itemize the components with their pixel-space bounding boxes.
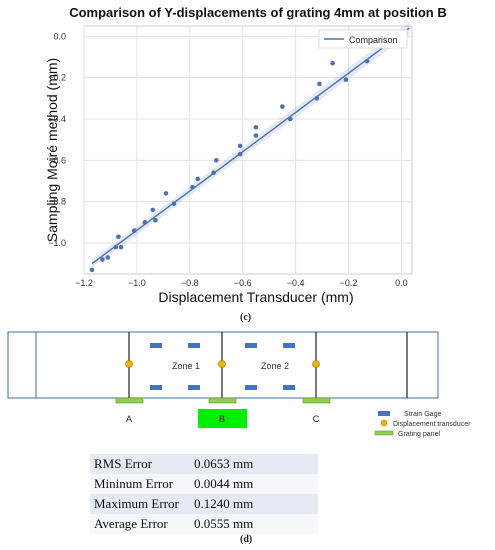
data-point bbox=[253, 124, 259, 130]
zone-2-label: Zone 2 bbox=[261, 361, 289, 371]
displacement-transducer-icon bbox=[312, 360, 320, 368]
strain-gage-icon bbox=[245, 343, 257, 348]
error-value: 0.0555 mm bbox=[190, 514, 318, 534]
table-row: Average Error 0.0555 mm bbox=[90, 514, 318, 534]
y-tick-labels: −1.0 −0.8 −0.6 −0.4 −0.2 0.0 bbox=[48, 31, 66, 248]
error-table: RMS Error 0.0653 mm Mininum Error 0.0044… bbox=[90, 454, 318, 534]
error-label: RMS Error bbox=[90, 454, 190, 474]
data-point bbox=[237, 151, 243, 157]
data-point bbox=[113, 244, 119, 250]
data-point bbox=[317, 81, 322, 87]
strain-gage-icon bbox=[283, 343, 295, 348]
data-point bbox=[213, 158, 219, 163]
data-point bbox=[190, 184, 195, 190]
legend-strain-gage: Strain Gage bbox=[404, 411, 441, 418]
table-row: RMS Error 0.0653 mm bbox=[90, 454, 318, 474]
confidence-band-area bbox=[91, 22, 410, 268]
data-point bbox=[142, 220, 148, 225]
diagram-legend: Strain Gage Displacement transducer Grat… bbox=[374, 411, 471, 438]
position-label-a: A bbox=[126, 414, 132, 424]
data-point bbox=[343, 77, 349, 83]
x-tick-label: −0.2 bbox=[340, 278, 358, 288]
data-point bbox=[280, 104, 285, 109]
grating-panel-icon bbox=[374, 430, 394, 436]
error-value: 0.1240 mm bbox=[190, 494, 318, 514]
data-point bbox=[100, 257, 105, 262]
strain-gage-icon bbox=[245, 385, 257, 390]
y-tick-label: −0.8 bbox=[48, 197, 66, 207]
data-point bbox=[237, 143, 243, 149]
data-point bbox=[116, 234, 121, 240]
strain-gage-icon bbox=[150, 385, 162, 390]
x-tick-labels: −1.2 −1.0 −0.8 −0.6 −0.4 −0.2 0.0 bbox=[75, 278, 408, 288]
data-point bbox=[253, 133, 259, 138]
data-point bbox=[163, 191, 169, 196]
error-label: Maximum Error bbox=[90, 494, 190, 514]
grating-panel-a-icon bbox=[115, 397, 144, 404]
data-point bbox=[211, 170, 216, 176]
y-tick-label: −0.2 bbox=[48, 73, 66, 83]
grating-panel-b-icon bbox=[208, 397, 237, 404]
legend: Comparison bbox=[318, 29, 408, 49]
x-tick-label: 0.0 bbox=[395, 278, 408, 288]
data-point bbox=[171, 201, 177, 207]
legend-grating-panel: Grating panel bbox=[398, 431, 440, 438]
caption-d: (d) bbox=[240, 534, 253, 545]
x-tick-label: −0.8 bbox=[181, 278, 199, 288]
zone-1-label: Zone 1 bbox=[172, 361, 200, 371]
x-tick-label: −0.4 bbox=[287, 278, 305, 288]
grating-panel-c-icon bbox=[302, 397, 331, 404]
data-point bbox=[118, 244, 124, 250]
position-label-b: B bbox=[219, 414, 225, 424]
data-point bbox=[89, 267, 95, 273]
legend-displacement-transducer: Displacement transducer bbox=[393, 421, 471, 428]
displacement-transducer-icon bbox=[380, 419, 388, 427]
data-points bbox=[89, 34, 404, 273]
data-point bbox=[314, 96, 320, 101]
displacement-transducer-icon bbox=[218, 360, 226, 368]
x-tick-label: −1.2 bbox=[75, 278, 93, 288]
data-point bbox=[330, 60, 335, 66]
error-value: 0.0044 mm bbox=[190, 474, 318, 494]
data-point bbox=[105, 255, 111, 260]
x-tick-label: −0.6 bbox=[234, 278, 252, 288]
data-point bbox=[195, 176, 201, 182]
error-value: 0.0653 mm bbox=[190, 454, 318, 474]
caption-c: (c) bbox=[240, 312, 252, 323]
y-tick-label: −1.0 bbox=[48, 238, 66, 248]
error-label: Mininum Error bbox=[90, 474, 190, 494]
data-point bbox=[153, 217, 158, 223]
data-point bbox=[288, 116, 293, 122]
error-label: Average Error bbox=[90, 514, 190, 534]
data-point bbox=[150, 207, 156, 213]
grid bbox=[83, 26, 412, 274]
position-label-c: C bbox=[313, 414, 320, 424]
scatter-chart: Comparison of Y-displacements of grating… bbox=[44, 5, 447, 305]
strain-gage-icon bbox=[188, 343, 200, 348]
strain-gage-icon bbox=[283, 385, 295, 390]
confidence-band bbox=[91, 22, 410, 268]
y-axis-label: Sampling Moiré method (mm) bbox=[44, 58, 60, 242]
strain-gage-icon bbox=[378, 411, 390, 416]
strain-gage-icon bbox=[188, 385, 200, 390]
x-tick-label: −1.0 bbox=[128, 278, 146, 288]
strain-gages bbox=[150, 343, 295, 390]
legend-label: Comparison bbox=[349, 35, 398, 45]
x-axis-label: Displacement Transducer (mm) bbox=[158, 289, 353, 305]
strain-gage-icon bbox=[150, 343, 162, 348]
chart-title: Comparison of Y-displacements of grating… bbox=[69, 5, 447, 20]
data-point bbox=[364, 58, 370, 64]
legend-box bbox=[318, 29, 408, 49]
displacement-transducer-icon bbox=[125, 360, 133, 368]
data-point bbox=[131, 228, 137, 233]
y-tick-label: −0.6 bbox=[48, 155, 66, 165]
position-b-highlight bbox=[198, 409, 247, 428]
y-tick-label: −0.4 bbox=[48, 114, 66, 124]
table-row: Maximum Error 0.1240 mm bbox=[90, 494, 318, 514]
y-tick-label: 0.0 bbox=[53, 31, 66, 41]
table-row: Mininum Error 0.0044 mm bbox=[90, 474, 318, 494]
beam-diagram: Zone 1 Zone 2 A B C Strain Gage Displace… bbox=[7, 331, 471, 438]
